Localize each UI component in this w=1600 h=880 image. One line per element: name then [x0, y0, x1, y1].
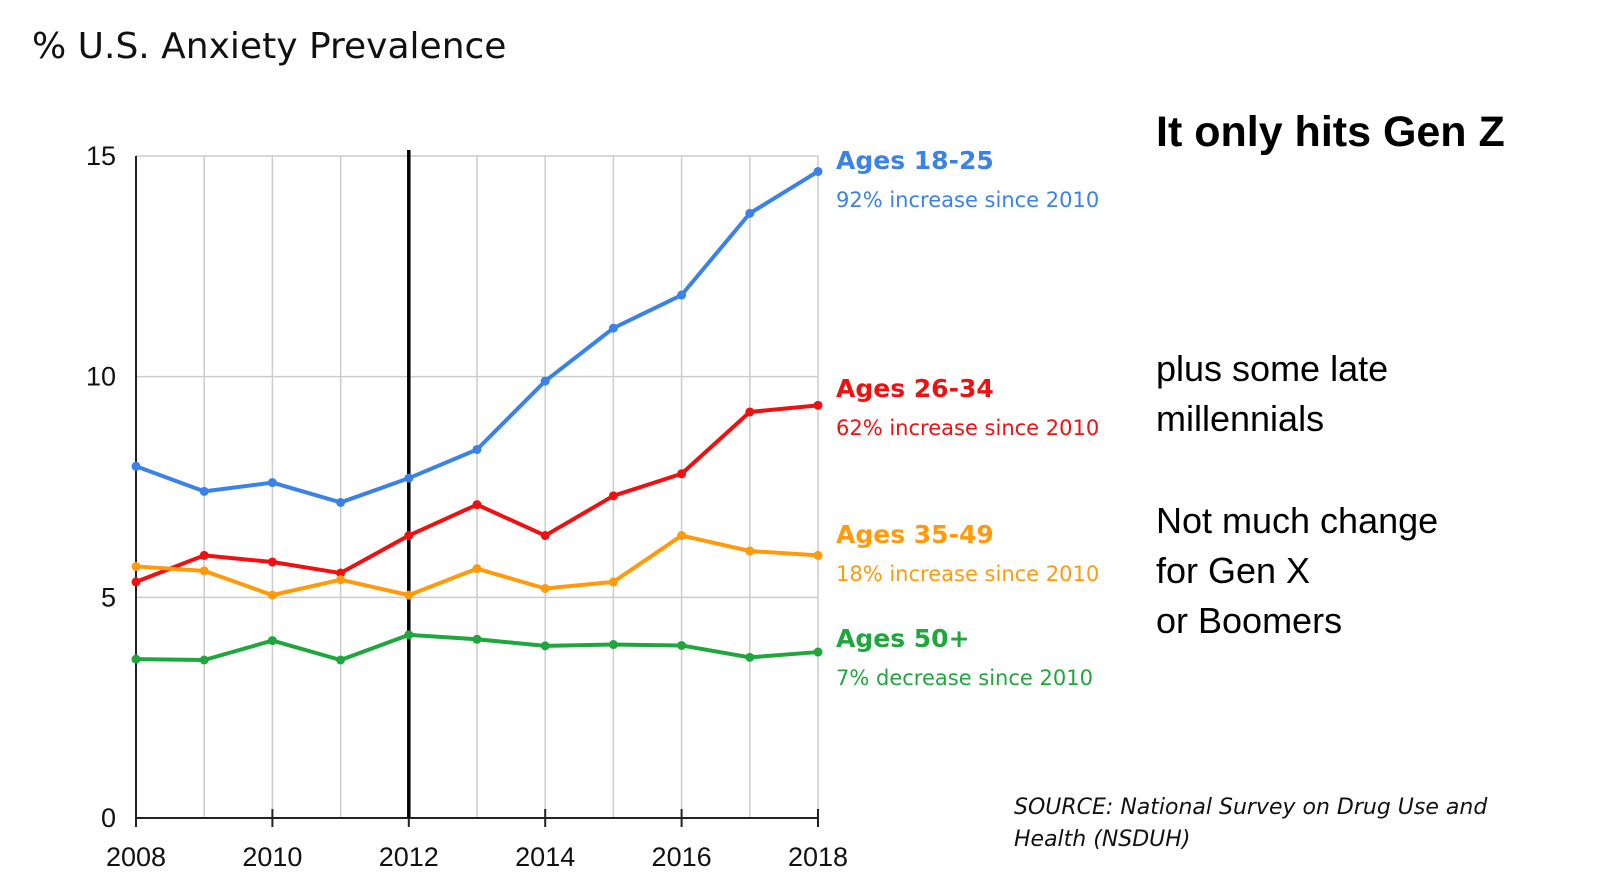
series-0-point-2008 — [131, 461, 141, 471]
x-tick-label-2012: 2012 — [379, 842, 439, 872]
series-1-point-2012 — [404, 531, 414, 541]
series-3-point-2014 — [540, 641, 550, 651]
series-0-point-2012 — [404, 473, 414, 483]
series-note-26-34: 62% increase since 2010 — [836, 416, 1100, 440]
series-2-point-2017 — [745, 546, 755, 556]
series-3-point-2008 — [131, 654, 141, 664]
series-0-point-2011 — [336, 497, 346, 507]
series-0-point-2017 — [745, 208, 755, 218]
series-0-point-2016 — [677, 290, 687, 300]
y-tick-label-5: 5 — [101, 582, 116, 612]
series-3-point-2013 — [472, 634, 482, 644]
series-3-point-2016 — [677, 640, 687, 650]
series-label-18-25: Ages 18-25 — [836, 146, 994, 175]
series-3-point-2012 — [404, 630, 414, 640]
genx-note-line-3: or Boomers — [1156, 600, 1343, 641]
axes — [135, 156, 819, 827]
x-tick-label-2018: 2018 — [788, 842, 848, 872]
series-1-point-2016 — [677, 469, 687, 479]
series-1-point-2017 — [745, 407, 755, 417]
series-2-point-2018 — [813, 550, 823, 560]
millennials-note-line-2: millennials — [1156, 398, 1325, 439]
series-2-point-2014 — [540, 584, 550, 594]
series-3-point-2017 — [745, 652, 755, 662]
genx-note-line-1: Not much change — [1156, 500, 1439, 541]
series-3-point-2018 — [813, 647, 823, 657]
series-0-point-2013 — [472, 444, 482, 454]
x-tick-label-2008: 2008 — [106, 842, 166, 872]
series-1-point-2009 — [199, 550, 209, 560]
series-2-point-2015 — [608, 577, 618, 587]
series-1-point-2018 — [813, 400, 823, 410]
series-note-50-plus: 7% decrease since 2010 — [836, 666, 1093, 690]
series-2-point-2010 — [267, 590, 277, 600]
series-note-35-49: 18% increase since 2010 — [836, 562, 1100, 586]
series-0-point-2010 — [267, 478, 277, 488]
series-1-point-2008 — [131, 577, 141, 587]
series-2-point-2012 — [404, 590, 414, 600]
series-0-point-2014 — [540, 376, 550, 386]
series-1-point-2015 — [608, 491, 618, 501]
series-2-point-2013 — [472, 564, 482, 574]
series-3-point-2010 — [267, 636, 277, 646]
series-2-point-2011 — [336, 575, 346, 585]
series-2-point-2009 — [199, 566, 209, 576]
series-note-18-25: 92% increase since 2010 — [836, 188, 1100, 212]
chart-title: % U.S. Anxiety Prevalence — [32, 26, 507, 67]
headline: It only hits Gen Z — [1156, 108, 1505, 156]
x-tick-label-2010: 2010 — [242, 842, 302, 872]
series-label-35-49: Ages 35-49 — [836, 520, 994, 549]
genx-note-line-2: for Gen X — [1156, 550, 1311, 591]
series-1-point-2013 — [472, 500, 482, 510]
millennials-note: plus some late millennials — [1156, 344, 1388, 444]
series-0-point-2015 — [608, 323, 618, 333]
series-3-point-2011 — [336, 655, 346, 665]
series-0-point-2018 — [813, 166, 823, 176]
series-3-point-2015 — [608, 640, 618, 650]
grid-lines — [136, 155, 819, 818]
x-tick-label-2016: 2016 — [652, 842, 712, 872]
series-0-point-2009 — [199, 486, 209, 496]
series-1-point-2010 — [267, 557, 277, 567]
series-2-point-2008 — [131, 561, 141, 571]
tick-labels: 0 5 10 15 2008 2010 2012 2014 2016 2018 — [86, 141, 848, 872]
series-lines — [131, 166, 823, 665]
millennials-note-line-1: plus some late — [1156, 348, 1389, 389]
y-tick-label-15: 15 — [86, 141, 116, 171]
series-1-point-2014 — [540, 531, 550, 541]
series-3-point-2009 — [199, 655, 209, 665]
y-tick-label-0: 0 — [101, 803, 116, 833]
series-2-point-2016 — [677, 531, 687, 541]
source-note: SOURCE: National Survey on Drug Use and … — [1014, 795, 1488, 852]
series-1-point-2011 — [336, 568, 346, 578]
x-tick-label-2014: 2014 — [515, 842, 575, 872]
y-tick-label-10: 10 — [86, 362, 116, 392]
series-label-26-34: Ages 26-34 — [836, 374, 994, 403]
genx-note: Not much change for Gen X or Boomers — [1156, 496, 1438, 646]
series-label-50-plus: Ages 50+ — [836, 624, 970, 653]
